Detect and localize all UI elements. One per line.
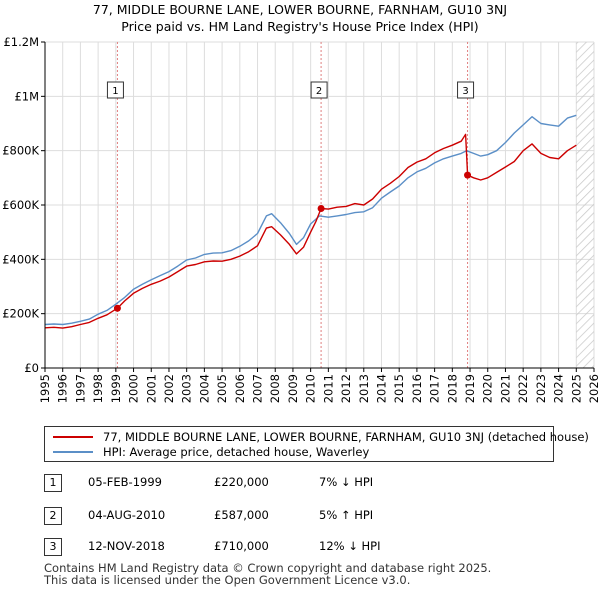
x-tick-label: 2024 <box>552 374 566 403</box>
chart-title-line1: 77, MIDDLE BOURNE LANE, LOWER BOURNE, FA… <box>92 2 508 17</box>
sale-point <box>464 171 472 179</box>
sale-number: 3 <box>44 538 62 556</box>
x-tick-label: 1996 <box>56 374 70 403</box>
sale-marker-box <box>457 81 475 99</box>
x-tick-label: 2003 <box>180 374 194 403</box>
sale-hpi-diff: 7% ↓ HPI <box>319 475 374 489</box>
y-tick-label: £400K <box>2 252 39 266</box>
x-tick-label: 2008 <box>268 374 282 403</box>
x-tick-label: 2012 <box>339 374 353 403</box>
sale-row: 3 12-NOV-2018 £710,000 12% ↓ HPI <box>44 538 564 558</box>
footer-licence: This data is licensed under the Open Gov… <box>44 573 411 587</box>
x-tick-label: 2014 <box>374 374 388 403</box>
y-tick-label: £200K <box>2 307 39 321</box>
sale-number: 2 <box>44 507 62 525</box>
sale-date: 12-NOV-2018 <box>88 539 165 553</box>
x-tick-label: 2023 <box>534 374 548 403</box>
sale-marker-box <box>310 81 328 99</box>
y-tick-label: £600K <box>2 198 39 212</box>
x-tick-label: 2021 <box>498 374 512 403</box>
x-tick-label: 2005 <box>215 374 229 403</box>
x-tick-label: 2011 <box>321 374 335 403</box>
x-tick-label: 2017 <box>428 374 442 403</box>
chart-legend: 77, MIDDLE BOURNE LANE, LOWER BOURNE, FA… <box>44 426 589 462</box>
x-tick-label: 2015 <box>392 374 406 403</box>
sale-row: 2 04-AUG-2010 £587,000 5% ↑ HPI <box>44 507 564 527</box>
x-tick-label: 2007 <box>251 374 265 403</box>
sale-marker-label: 2 <box>316 86 322 97</box>
sale-marker-label: 3 <box>462 86 468 97</box>
sale-marker-box <box>106 81 124 99</box>
x-tick-label: 2010 <box>304 374 318 403</box>
x-tick-label: 2016 <box>410 374 424 403</box>
sale-number: 1 <box>44 474 62 492</box>
x-tick-label: 2004 <box>197 374 211 403</box>
y-tick-label: £1M <box>14 89 39 103</box>
y-tick-label: £0 <box>24 361 39 375</box>
x-tick-label: 2009 <box>286 374 300 403</box>
x-tick-label: 1995 <box>38 374 52 403</box>
sale-point <box>113 304 121 312</box>
x-tick-label: 2013 <box>357 374 371 403</box>
x-tick-label: 2020 <box>481 374 495 403</box>
x-tick-label: 2001 <box>144 374 158 403</box>
y-tick-label: £1.2M <box>3 35 39 49</box>
legend-label-hpi: HPI: Average price, detached house, Wave… <box>103 445 370 459</box>
legend-swatch-property <box>53 436 93 438</box>
sale-hpi-diff: 12% ↓ HPI <box>319 539 381 553</box>
x-tick-label: 1999 <box>109 374 123 403</box>
sale-price: £710,000 <box>214 539 269 553</box>
legend-label-property: 77, MIDDLE BOURNE LANE, LOWER BOURNE, FA… <box>103 430 589 444</box>
sale-row: 1 05-FEB-1999 £220,000 7% ↓ HPI <box>44 474 564 494</box>
legend-swatch-hpi <box>53 451 93 453</box>
x-tick-label: 2002 <box>162 374 176 403</box>
sale-date: 04-AUG-2010 <box>88 508 166 522</box>
sale-hpi-diff: 5% ↑ HPI <box>319 508 374 522</box>
x-tick-label: 1998 <box>91 374 105 403</box>
footer-copyright: Contains HM Land Registry data © Crown c… <box>44 561 492 575</box>
sale-date: 05-FEB-1999 <box>88 475 162 489</box>
property-price-line <box>44 133 577 329</box>
x-tick-label: 2022 <box>516 374 530 403</box>
x-tick-label: 2018 <box>445 374 459 403</box>
x-tick-label: 2006 <box>233 374 247 403</box>
x-tick-label: 2025 <box>569 374 583 403</box>
x-tick-label: 2019 <box>463 374 477 403</box>
price-chart: 1 2 3 £0 £200K £400K £600K £800K £1M £1.2M 1995 19… <box>2 35 600 403</box>
chart-title-line2: Price paid vs. HM Land Registry's House … <box>121 19 479 34</box>
hpi-line <box>44 114 577 326</box>
y-tick-label: £800K <box>2 144 39 158</box>
x-tick-label: 2026 <box>587 374 600 403</box>
x-tick-label: 2000 <box>127 374 141 403</box>
forecast-hatch <box>576 42 594 368</box>
x-tick-label: 1997 <box>73 374 87 403</box>
sale-price: £587,000 <box>214 508 269 522</box>
sale-point <box>317 205 325 213</box>
sale-price: £220,000 <box>214 475 269 489</box>
sale-marker-label: 1 <box>112 86 118 97</box>
